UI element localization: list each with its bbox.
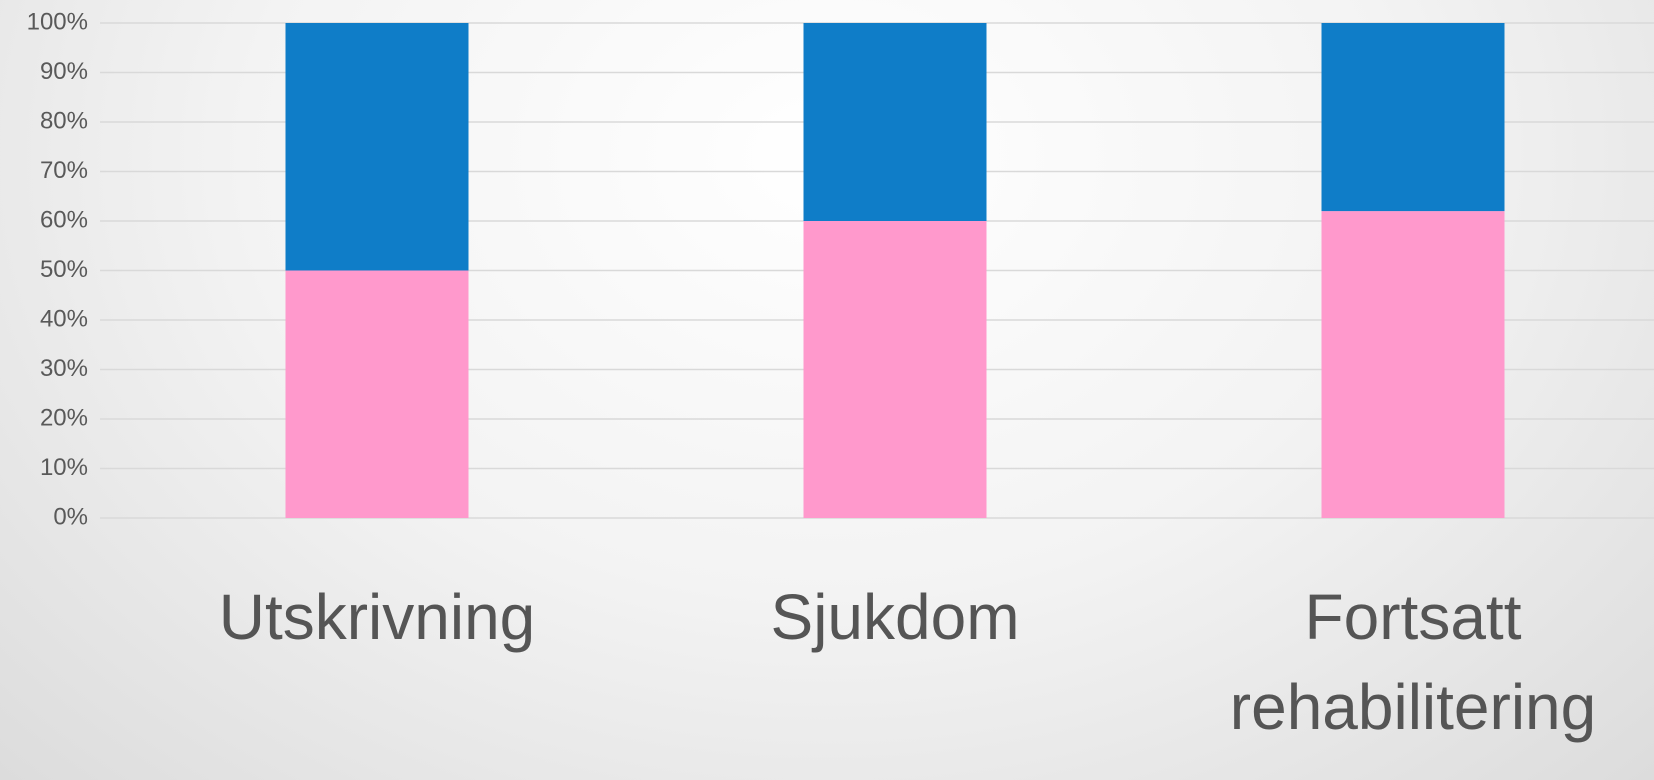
bar-segment — [1321, 23, 1505, 212]
bar-segment — [803, 221, 987, 518]
x-tick-label: Sjukdom — [770, 581, 1020, 653]
y-tick-label: 80% — [40, 107, 88, 134]
y-tick-label: 70% — [40, 157, 88, 184]
y-tick-label: 10% — [40, 454, 88, 481]
bar-segment — [285, 23, 469, 271]
x-tick-label: Utskrivning — [218, 581, 536, 653]
y-tick-label: 30% — [40, 355, 88, 382]
y-tick-label: 50% — [40, 256, 88, 283]
y-tick-label: 40% — [40, 305, 88, 332]
bar-segment — [1321, 211, 1505, 518]
bar-segment — [803, 23, 987, 221]
bar-segment — [285, 270, 469, 518]
y-tick-label: 20% — [40, 404, 88, 431]
y-tick-label: 100% — [27, 8, 88, 35]
y-tick-label: 60% — [40, 206, 88, 233]
x-tick-label: Fortsatt rehabilitering — [1229, 581, 1597, 743]
y-tick-label: 90% — [40, 58, 88, 85]
y-tick-label: 0% — [53, 503, 88, 530]
